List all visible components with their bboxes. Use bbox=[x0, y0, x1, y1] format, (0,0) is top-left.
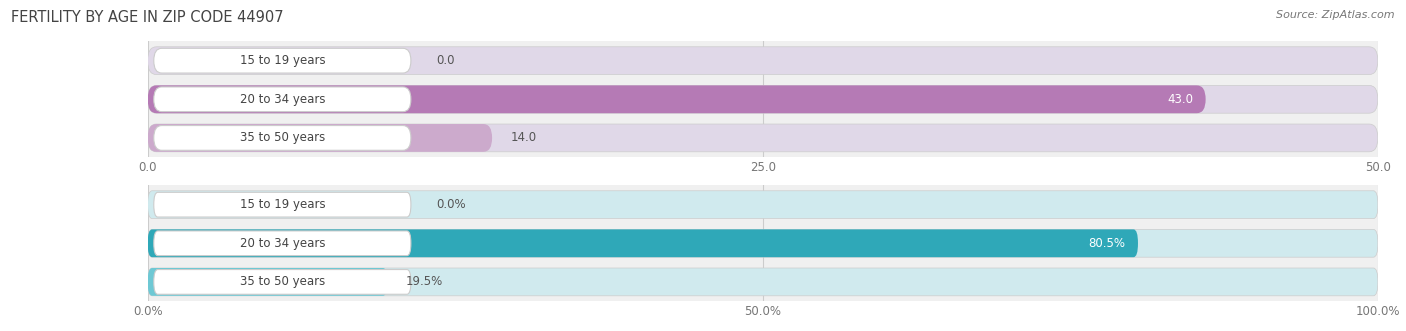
Text: 19.5%: 19.5% bbox=[406, 275, 443, 288]
FancyBboxPatch shape bbox=[153, 269, 411, 294]
FancyBboxPatch shape bbox=[153, 231, 411, 256]
FancyBboxPatch shape bbox=[148, 124, 492, 152]
FancyBboxPatch shape bbox=[148, 85, 1206, 113]
Text: 0.0: 0.0 bbox=[437, 54, 456, 67]
FancyBboxPatch shape bbox=[153, 48, 411, 73]
Text: 14.0: 14.0 bbox=[510, 131, 537, 144]
Text: 43.0: 43.0 bbox=[1167, 93, 1194, 106]
Text: 15 to 19 years: 15 to 19 years bbox=[240, 198, 326, 211]
FancyBboxPatch shape bbox=[148, 85, 1378, 113]
FancyBboxPatch shape bbox=[153, 87, 411, 112]
FancyBboxPatch shape bbox=[148, 268, 1378, 296]
FancyBboxPatch shape bbox=[148, 229, 1378, 257]
Text: 0.0%: 0.0% bbox=[437, 198, 467, 211]
FancyBboxPatch shape bbox=[148, 268, 388, 296]
Text: 35 to 50 years: 35 to 50 years bbox=[240, 275, 326, 288]
Text: 20 to 34 years: 20 to 34 years bbox=[240, 93, 326, 106]
Text: Source: ZipAtlas.com: Source: ZipAtlas.com bbox=[1277, 10, 1395, 20]
FancyBboxPatch shape bbox=[148, 229, 1137, 257]
FancyBboxPatch shape bbox=[153, 125, 411, 150]
Text: 35 to 50 years: 35 to 50 years bbox=[240, 131, 326, 144]
FancyBboxPatch shape bbox=[148, 191, 1378, 218]
FancyBboxPatch shape bbox=[148, 124, 1378, 152]
Text: 15 to 19 years: 15 to 19 years bbox=[240, 54, 326, 67]
FancyBboxPatch shape bbox=[148, 47, 1378, 74]
Text: 20 to 34 years: 20 to 34 years bbox=[240, 237, 326, 250]
Text: FERTILITY BY AGE IN ZIP CODE 44907: FERTILITY BY AGE IN ZIP CODE 44907 bbox=[11, 10, 284, 25]
FancyBboxPatch shape bbox=[153, 192, 411, 217]
Text: 80.5%: 80.5% bbox=[1088, 237, 1126, 250]
